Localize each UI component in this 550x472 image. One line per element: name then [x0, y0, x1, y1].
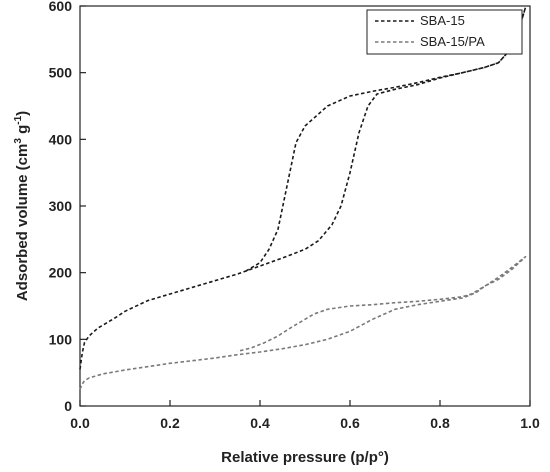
y-axis-title-mid: g	[14, 125, 31, 138]
x-tick-label: 0.6	[340, 415, 360, 431]
y-tick-label: 300	[49, 198, 73, 214]
y-tick-label: 200	[49, 265, 73, 281]
y-axis-title-sup1: 3	[13, 138, 24, 144]
x-tick-label: 0.4	[250, 415, 270, 431]
y-axis-title-sup2: -1	[13, 115, 24, 124]
series-line-sba15-pa	[79, 255, 527, 390]
x-tick-label: 0.0	[70, 415, 90, 431]
legend-label-sba15: SBA-15	[420, 13, 465, 28]
y-axis-title-end: )	[14, 111, 31, 116]
series-layer	[79, 6, 527, 390]
y-axis-title-main: Adsorbed volume (cm	[14, 144, 31, 302]
y-tick-label: 0	[64, 398, 72, 414]
legend-label-sba15-pa: SBA-15/PA	[420, 34, 485, 49]
y-tick-label: 500	[49, 65, 73, 81]
x-axis-title: Relative pressure (p/p°)	[221, 449, 389, 466]
x-tick-label: 1.0	[520, 415, 540, 431]
y-tick-label: 100	[49, 331, 73, 347]
y-axis-ticks: 0 100 200 300 400 500 600	[49, 0, 86, 414]
y-tick-label: 400	[49, 131, 73, 147]
plot-frame	[79, 5, 531, 407]
x-axis-ticks: 0.0 0.2 0.4 0.6 0.8 1.0	[70, 400, 540, 431]
x-tick-label: 0.8	[430, 415, 450, 431]
legend-box	[366, 9, 523, 55]
series-line-sba15	[79, 6, 527, 370]
y-axis-title: Adsorbed volume (cm3 g-1)	[13, 111, 31, 301]
legend: SBA-15 SBA-15/PA	[366, 9, 523, 55]
y-tick-label: 600	[49, 0, 73, 14]
x-tick-label: 0.2	[160, 415, 180, 431]
